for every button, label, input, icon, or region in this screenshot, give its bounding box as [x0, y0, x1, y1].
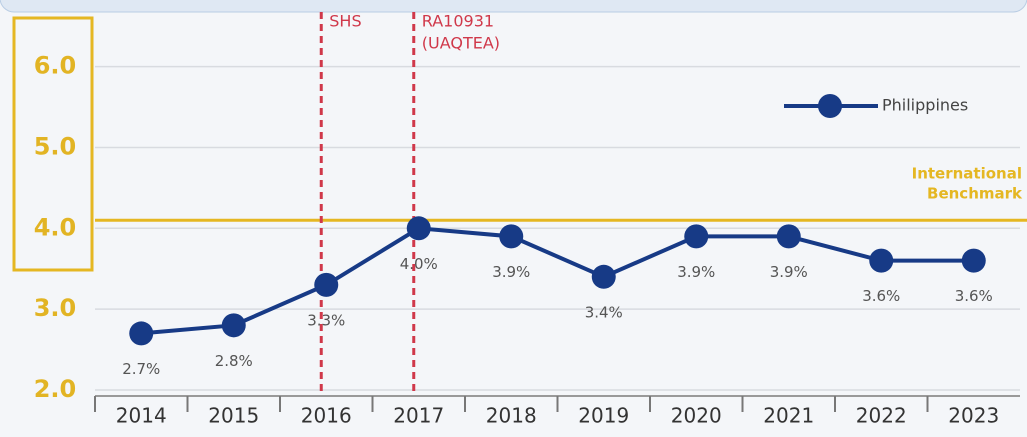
value-label: 3.9% — [492, 263, 530, 281]
top-frame — [0, 0, 1027, 13]
x-tick-label: 2015 — [208, 404, 259, 428]
point — [129, 321, 154, 346]
annotation-label: (UAQTEA) — [422, 34, 500, 53]
x-tick-label: 2023 — [948, 404, 999, 428]
x-tick-label: 2016 — [301, 404, 352, 428]
point — [499, 224, 524, 249]
point — [314, 272, 339, 297]
value-label: 3.9% — [677, 263, 715, 281]
point — [961, 248, 986, 273]
value-label: 4.0% — [400, 255, 438, 273]
value-label: 3.9% — [770, 263, 808, 281]
value-label: 3.4% — [585, 303, 623, 321]
annotation-label: RA10931 — [422, 12, 494, 31]
y-tick-label: 2.0 — [34, 375, 77, 403]
point — [221, 313, 246, 338]
x-tick-label: 2018 — [486, 404, 537, 428]
benchmark-label: International — [912, 165, 1022, 183]
y-tick-label: 5.0 — [34, 132, 77, 160]
point — [591, 264, 616, 289]
series-line — [141, 226, 974, 336]
x-tick-label: 2014 — [116, 404, 167, 428]
x-tick-label: 2019 — [578, 404, 629, 428]
highlight-box — [12, 16, 94, 272]
legend-marker — [818, 94, 842, 118]
value-label: 3.6% — [955, 287, 993, 305]
value-label: 2.8% — [215, 352, 253, 370]
value-label: 3.6% — [862, 287, 900, 305]
benchmark-label: Benchmark — [927, 185, 1023, 203]
value-label: 3.3% — [307, 311, 345, 329]
point — [776, 224, 801, 249]
x-tick-label: 2021 — [763, 404, 814, 428]
point — [684, 224, 709, 249]
y-tick-label: 6.0 — [34, 52, 77, 80]
point — [869, 248, 894, 273]
y-tick-label: 4.0 — [34, 213, 77, 241]
y-tick-label: 3.0 — [34, 294, 77, 322]
annotation-label: SHS — [329, 12, 361, 31]
legend-label: Philippines — [882, 96, 968, 115]
x-tick-label: 2020 — [671, 404, 722, 428]
x-tick-label: 2017 — [393, 404, 444, 428]
point — [406, 216, 431, 241]
value-label: 2.7% — [122, 360, 160, 378]
x-tick-label: 2022 — [856, 404, 907, 428]
